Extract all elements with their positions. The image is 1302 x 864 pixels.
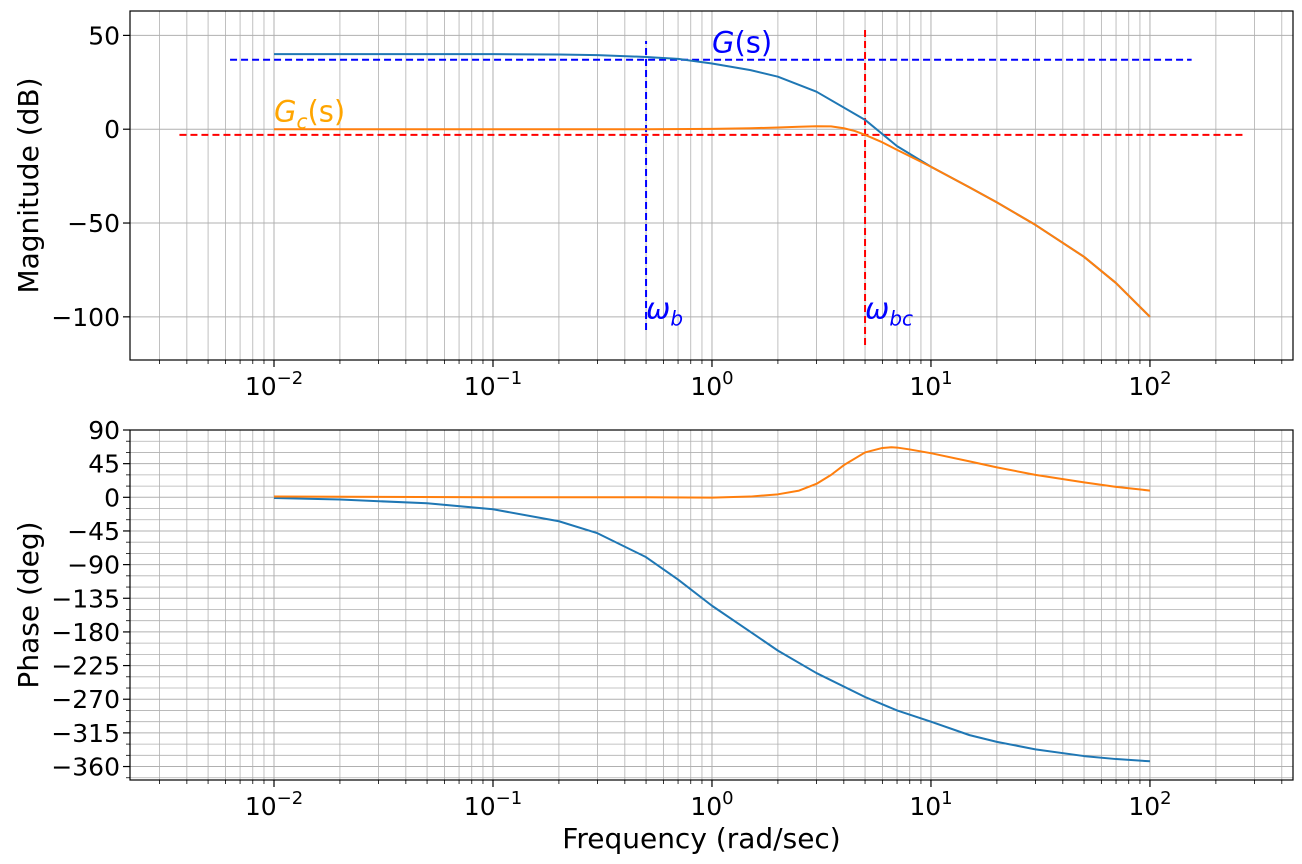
y-axis-label: Magnitude (dB) [12, 77, 45, 293]
x-tick-label: 10−2 [245, 788, 303, 821]
y-tick-label: −270 [51, 685, 120, 714]
y-tick-label: 90 [88, 416, 120, 445]
y-tick-label: 45 [88, 450, 120, 479]
x-tick-label: 102 [1128, 788, 1171, 821]
annotation-label: Gc(s) [274, 95, 345, 134]
y-tick-label: −90 [67, 551, 120, 580]
y-tick-label: −360 [51, 753, 120, 782]
phase-panel: 90 45 0 −45 −90 −135 −180 −225 −270 −315 −360 10−2 1… [12, 416, 1294, 855]
annotation-label: G(s) [712, 25, 772, 59]
plot-frame [129, 10, 1294, 361]
annotation-label: ωbc [865, 292, 913, 331]
y-tick-label: −50 [67, 209, 120, 238]
x-tick-label: 102 [1128, 368, 1171, 401]
plot-frame [129, 429, 1294, 781]
series-line-2 [273, 446, 1151, 499]
y-tick-label: −225 [51, 652, 120, 681]
magnitude-panel: G(s) Gc(s) ωb ωbc 50 0 −50 −100 10−2 10−1 100 101 10… [12, 10, 1294, 401]
series-lines [273, 446, 1151, 763]
x-grid [159, 11, 1283, 367]
y-axis-label: Phase (deg) [12, 521, 45, 688]
series-line-2 [274, 125, 1151, 318]
y-tick-label: −100 [51, 303, 120, 332]
y-tick-label: 0 [104, 483, 120, 512]
x-tick-label: 101 [909, 368, 952, 401]
reference-lines [179, 27, 1243, 345]
y-tick-label: −45 [67, 517, 120, 546]
x-grid [159, 430, 1283, 787]
series-lines [274, 53, 1151, 318]
y-tick-label: −135 [51, 584, 120, 613]
y-grid [123, 34, 1293, 318]
y-tick-label: −180 [51, 618, 120, 647]
annotation-label: ωb [646, 292, 683, 331]
x-tick-label: 10−1 [464, 788, 522, 821]
x-tick-label: 100 [690, 788, 733, 821]
y-tick-label: −315 [51, 719, 120, 748]
x-tick-label: 100 [690, 368, 733, 401]
y-tick-label: 50 [88, 21, 120, 50]
x-axis-label: Frequency (rad/sec) [562, 822, 840, 855]
x-tick-label: 101 [909, 788, 952, 821]
y-grid [123, 429, 1293, 779]
x-tick-label: 10−2 [245, 368, 303, 401]
series-line-1 [273, 497, 1151, 763]
x-tick-label: 10−1 [464, 368, 522, 401]
y-tick-label: 0 [104, 115, 120, 144]
